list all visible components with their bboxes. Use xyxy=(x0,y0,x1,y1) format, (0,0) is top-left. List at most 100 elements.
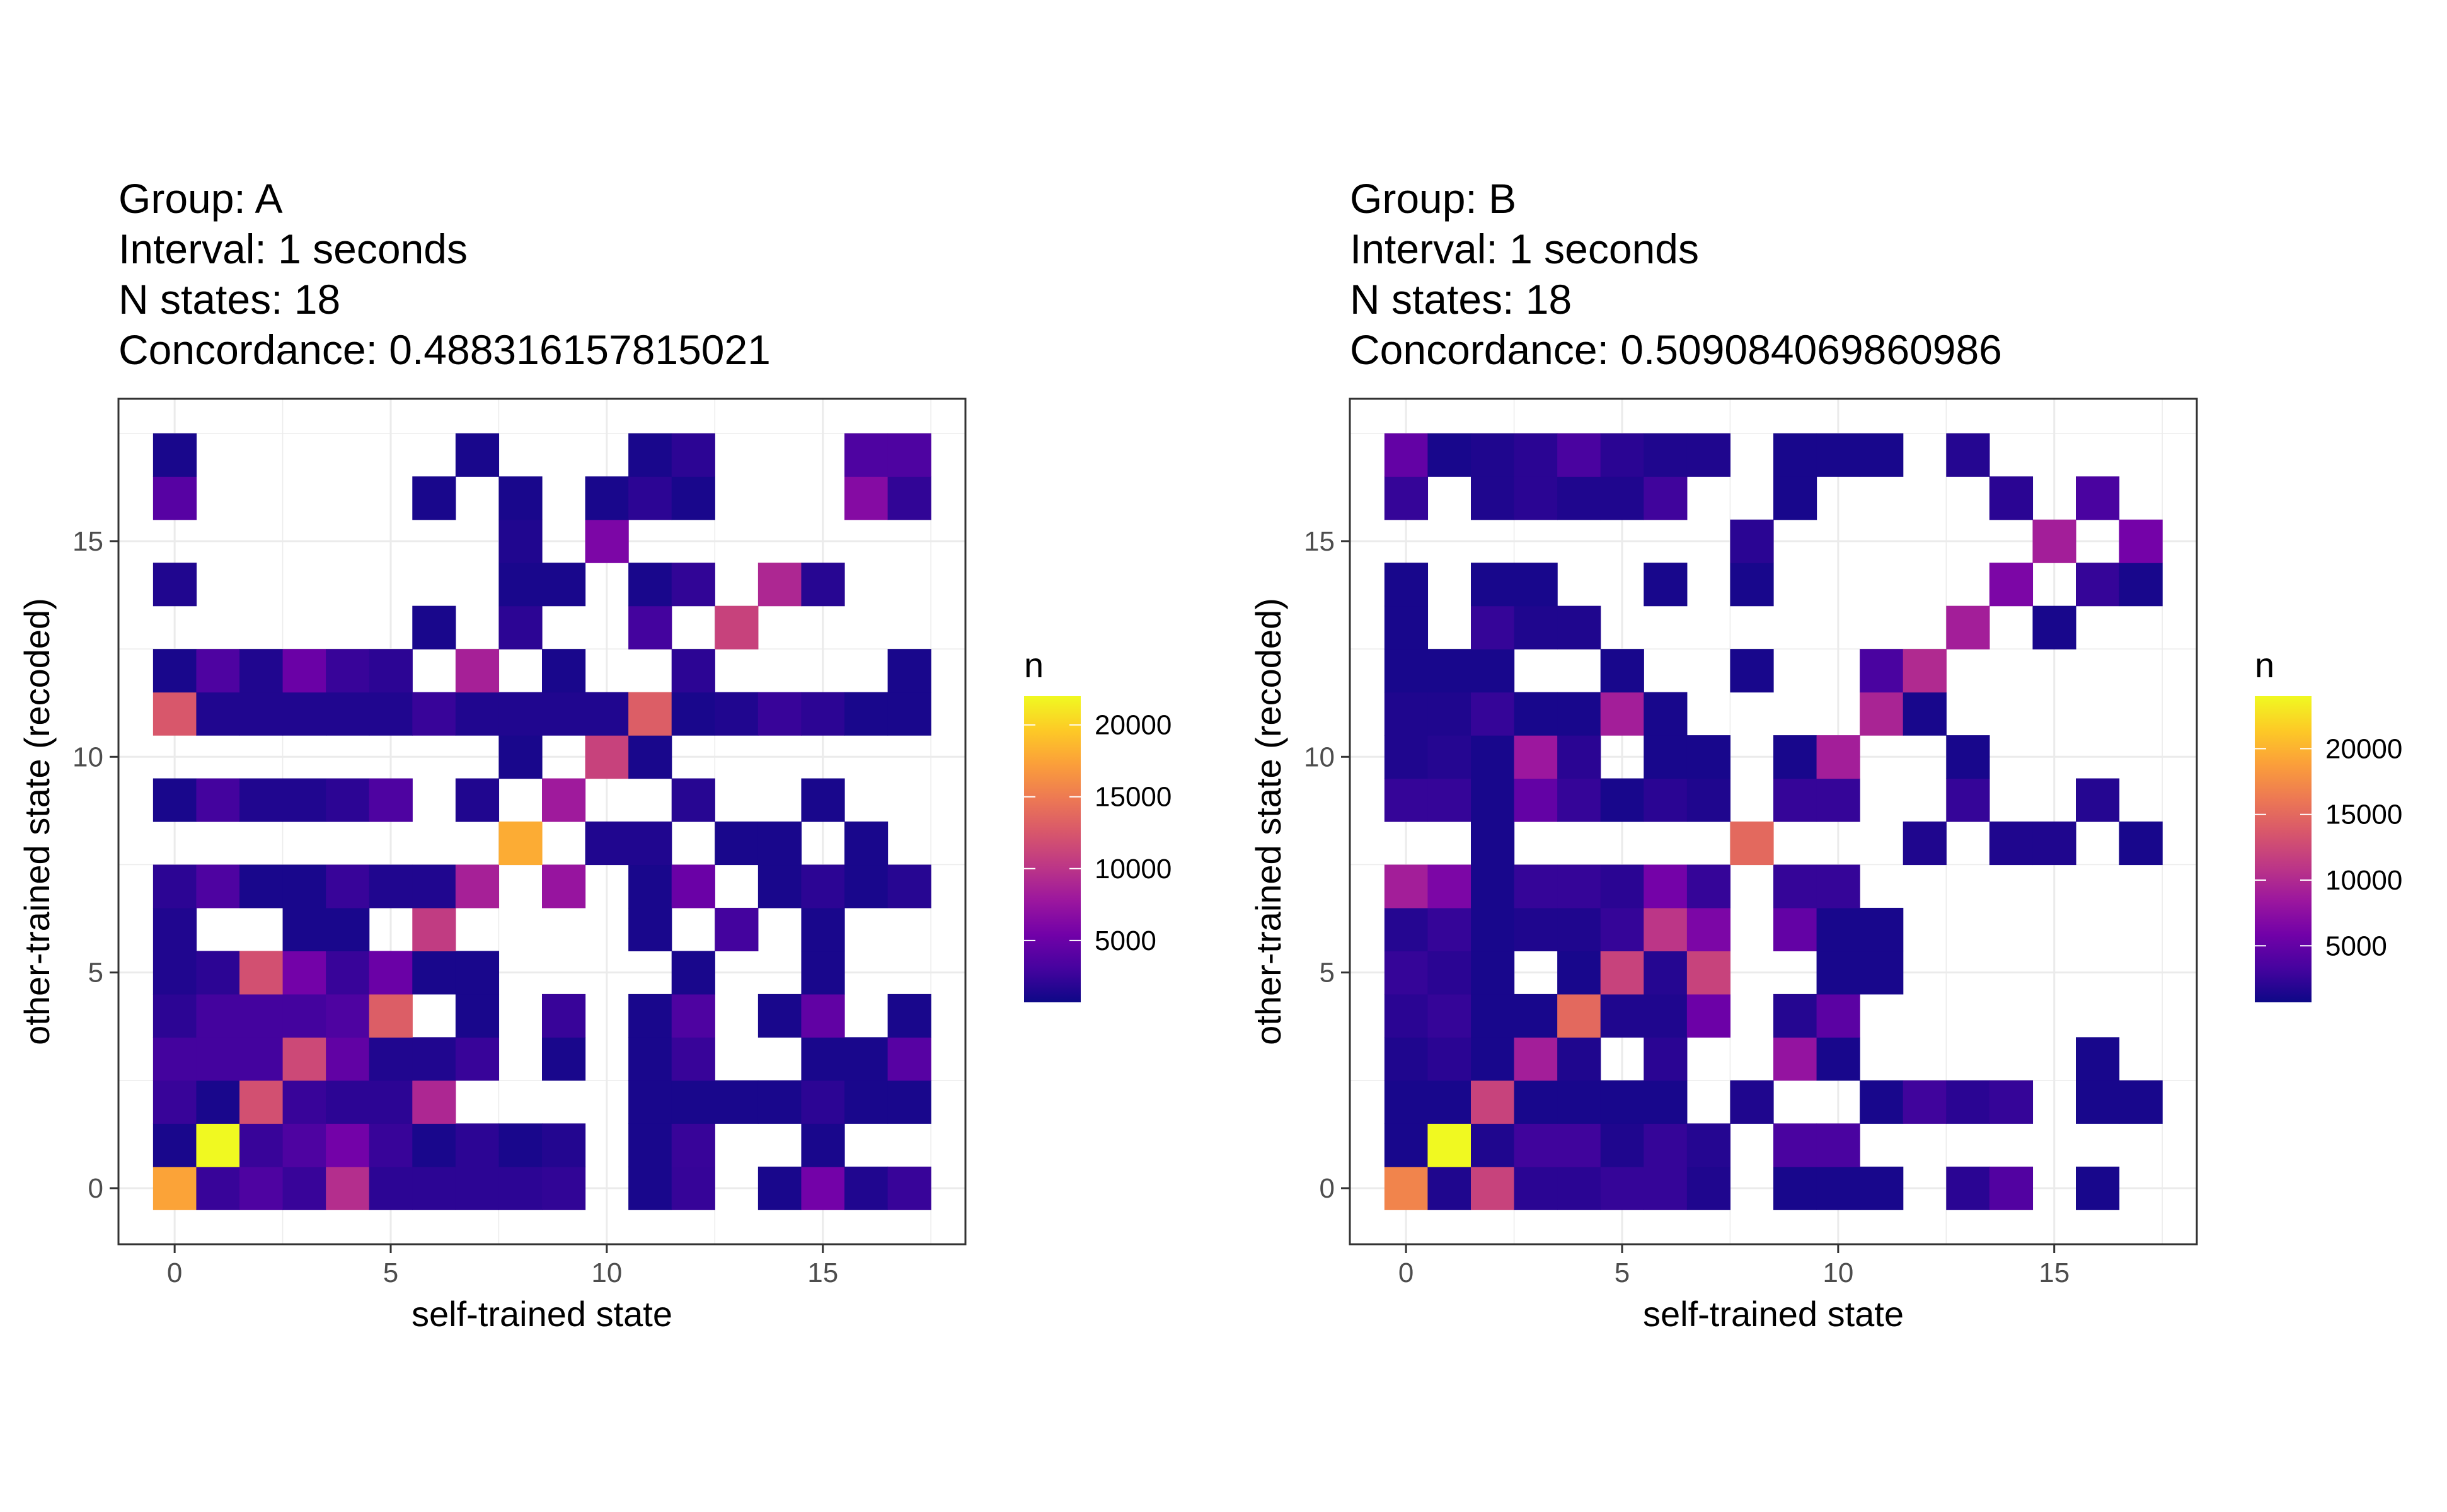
heatmap-cell xyxy=(801,907,845,952)
heatmap-cell xyxy=(153,994,197,1038)
heatmap-cell xyxy=(153,563,197,607)
title-line-group: Group: A xyxy=(118,175,283,222)
heatmap-cell xyxy=(498,476,543,520)
heatmap-cell xyxy=(671,563,715,607)
heatmap-cell xyxy=(801,951,845,995)
heatmap-cell xyxy=(153,433,197,477)
heatmap-cell xyxy=(2076,1166,2120,1210)
heatmap-cell xyxy=(2076,778,2120,822)
x-tick-label: 5 xyxy=(1615,1257,1630,1288)
x-tick-label: 15 xyxy=(2039,1257,2070,1288)
heatmap-cell xyxy=(369,692,413,736)
legend-ticks: 5000 10000 15000 20000 xyxy=(1024,710,1172,956)
heatmap-cell xyxy=(715,692,759,736)
heatmap-cell xyxy=(412,1080,456,1124)
heatmap-cell xyxy=(1384,605,1429,650)
heatmap-cell xyxy=(1514,605,1558,650)
heatmap-cell xyxy=(671,864,715,908)
heatmap-cell xyxy=(412,951,456,995)
heatmap-cell xyxy=(153,1037,197,1081)
heatmap-cell xyxy=(455,1037,500,1081)
y-tick-label: 10 xyxy=(72,742,103,772)
panel-group-a: Group: A Interval: 1 seconds N states: 1… xyxy=(17,175,1172,1334)
heatmap-cell xyxy=(585,519,629,563)
heatmap-cell xyxy=(455,433,500,477)
heatmap-cell xyxy=(153,1080,197,1124)
x-axis-ticks: 0 5 10 15 xyxy=(167,1244,838,1288)
heatmap-cell xyxy=(1686,778,1731,822)
legend-tick-label: 10000 xyxy=(1095,854,1172,885)
y-axis-ticks: 0 5 10 15 xyxy=(72,526,118,1204)
title-line-concordance: Concordance: 0.509084069860986 xyxy=(1350,326,2002,373)
heatmap-cell xyxy=(1730,519,1774,563)
heatmap-cell xyxy=(1600,994,1644,1038)
heatmap-cell xyxy=(1903,822,1947,866)
heatmap-cell xyxy=(153,778,197,822)
heatmap-cell xyxy=(671,433,715,477)
heatmap-cell xyxy=(1471,476,1515,520)
heatmap-cell xyxy=(1427,1123,1471,1167)
heatmap-cell xyxy=(844,692,889,736)
heatmap-cell xyxy=(326,778,370,822)
x-tick-label: 0 xyxy=(1398,1257,1414,1288)
legend-ticks: 5000 10000 15000 20000 xyxy=(2255,733,2402,961)
heatmap-cell xyxy=(1384,1037,1429,1081)
heatmap-cell xyxy=(239,1123,284,1167)
heatmap-cell xyxy=(153,692,197,736)
heatmap-cell xyxy=(1860,951,1904,995)
heatmap-cell xyxy=(1644,907,1688,952)
heatmap-cell xyxy=(1644,735,1688,779)
heatmap-cell xyxy=(1514,907,1558,952)
heatmap-cell xyxy=(801,1080,845,1124)
heatmap-cell xyxy=(1557,692,1601,736)
heatmap-cell xyxy=(1557,433,1601,477)
heatmap-cell xyxy=(1686,994,1731,1038)
heatmap-cell xyxy=(326,1037,370,1081)
heatmap-cell xyxy=(326,907,370,952)
heatmap-cell xyxy=(412,1123,456,1167)
title-line-n-states: N states: 18 xyxy=(118,276,340,323)
heatmap-cell xyxy=(1557,864,1601,908)
y-axis-title: other-trained state (recoded) xyxy=(17,598,57,1045)
y-tick-label: 15 xyxy=(72,526,103,557)
heatmap-cell xyxy=(1514,778,1558,822)
heatmap-cell xyxy=(2076,1080,2120,1124)
heatmap-cell xyxy=(801,1037,845,1081)
heatmap-cell xyxy=(671,476,715,520)
heatmap-cell xyxy=(1730,649,1774,693)
heatmap-cell xyxy=(153,1123,197,1167)
heatmap-cell xyxy=(498,605,543,650)
heatmap-cell xyxy=(369,778,413,822)
heatmap-cell xyxy=(1644,476,1688,520)
heatmap-cell xyxy=(1686,433,1731,477)
y-axis-ticks: 0 5 10 15 xyxy=(1304,526,1350,1204)
legend-tick-label: 20000 xyxy=(2325,733,2402,764)
heatmap-cell xyxy=(1514,735,1558,779)
heatmap-cell xyxy=(1427,692,1471,736)
heatmap-cell xyxy=(239,951,284,995)
heatmap-cell xyxy=(1730,563,1774,607)
heatmap-cell xyxy=(1730,1080,1774,1124)
heatmap-cell xyxy=(542,1037,586,1081)
y-tick-label: 5 xyxy=(88,958,103,988)
heatmap-cell xyxy=(1471,951,1515,995)
title-line-interval: Interval: 1 seconds xyxy=(1350,226,1699,272)
legend-colorbar xyxy=(2255,696,2312,1002)
heatmap-cell xyxy=(1860,907,1904,952)
heatmap-cell xyxy=(1816,778,1860,822)
heatmap-cell xyxy=(1686,951,1731,995)
heatmap-cell xyxy=(757,692,802,736)
heatmap-cell xyxy=(1686,864,1731,908)
heatmap-cell xyxy=(282,778,326,822)
heatmap-cell xyxy=(1557,605,1601,650)
heatmap-cell xyxy=(2119,1080,2163,1124)
heatmap-cell xyxy=(1644,692,1688,736)
heatmap-cell xyxy=(498,563,543,607)
y-axis-title: other-trained state (recoded) xyxy=(1248,598,1288,1045)
heatmap-cell xyxy=(326,649,370,693)
heatmap-cell xyxy=(1600,1123,1644,1167)
heatmap-cell xyxy=(887,476,931,520)
heatmap-cell xyxy=(455,951,500,995)
heatmap-cell xyxy=(369,1037,413,1081)
